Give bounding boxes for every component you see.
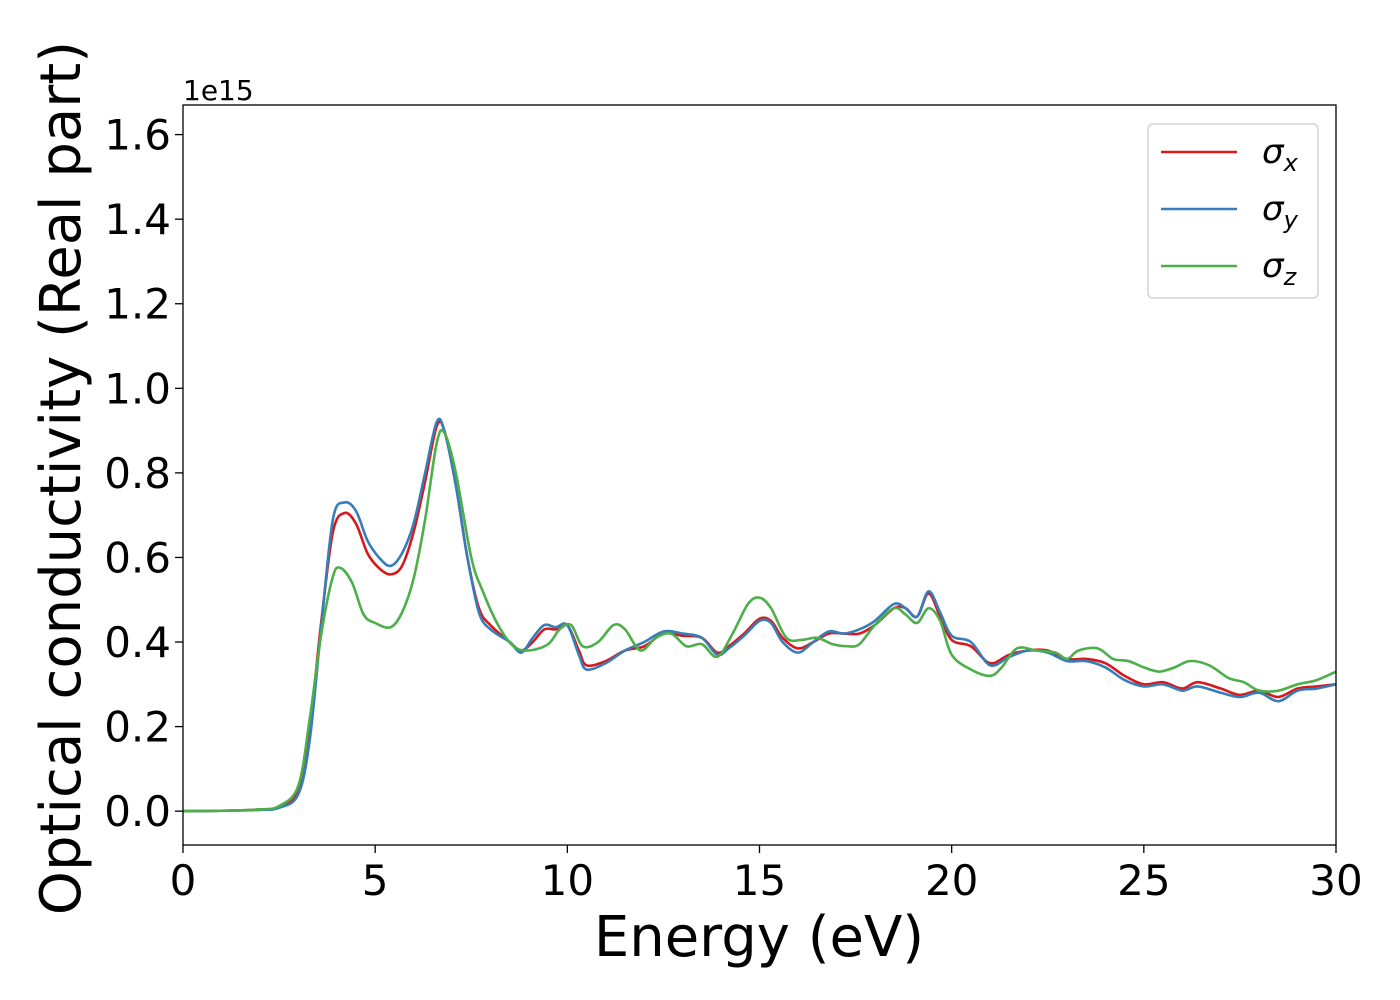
y-axis-title: Optical conductivity (Real part): [29, 41, 94, 915]
y-tick-label: 1.6: [104, 111, 171, 160]
y-tick-label: 1.2: [104, 280, 171, 329]
x-axis-title: Energy (eV): [594, 905, 924, 970]
x-tick-label: 10: [541, 856, 594, 905]
plot-background: [183, 105, 1336, 845]
y-tick-label: 1.4: [104, 195, 171, 244]
y-tick-label: 0.0: [104, 787, 171, 836]
x-tick-label: 20: [925, 856, 978, 905]
y-tick-label: 0.8: [104, 449, 171, 498]
legend-box: [1147, 123, 1319, 299]
x-tick-label: 25: [1117, 856, 1170, 905]
y-tick-label: 0.6: [104, 533, 171, 582]
y-tick-label: 0.4: [104, 618, 171, 667]
x-axis-ticks: 0 5 10 15 20 25 30: [170, 845, 1363, 905]
x-tick-label: 30: [1309, 856, 1362, 905]
y-tick-label: 1.0: [104, 364, 171, 413]
x-tick-label: 5: [362, 856, 389, 905]
x-tick-label: 0: [170, 856, 197, 905]
series-layer: [182, 417, 1337, 813]
legend-label-sigma-x: σx: [1262, 132, 1299, 177]
series-line-sigma-z: [182, 428, 1337, 813]
legend-label-sigma-y: σy: [1262, 189, 1299, 234]
series-line-sigma-x: [182, 420, 1337, 813]
y-axis-ticks: 0.0 0.2 0.4 0.6 0.8 1.0 1.2 1.4 1.6: [104, 111, 183, 836]
y-tick-label: 0.2: [104, 703, 171, 752]
y-offset-label: 1e15: [183, 74, 254, 107]
legend-label-sigma-z: σz: [1262, 246, 1298, 291]
x-tick-label: 15: [733, 856, 786, 905]
legend: σx σy σz: [1147, 123, 1319, 299]
